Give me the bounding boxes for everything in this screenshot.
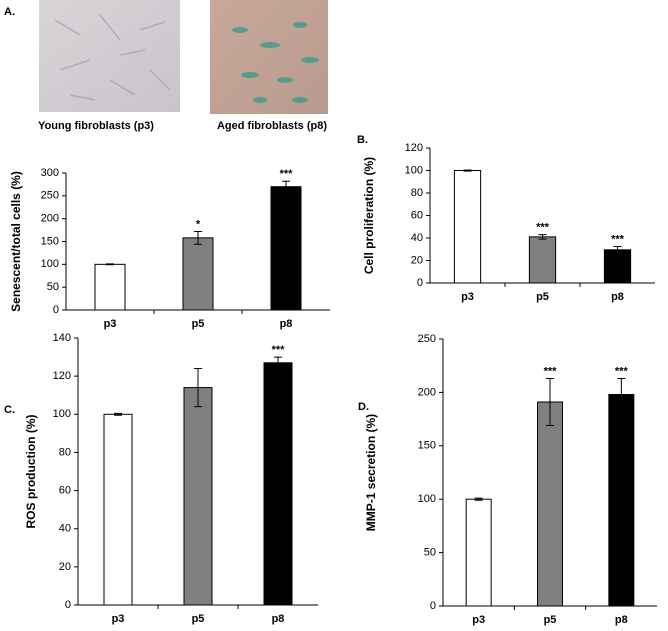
y-tick-label: 140	[53, 332, 71, 344]
y-tick-label: 100	[418, 493, 436, 505]
bar	[453, 170, 482, 284]
error-bar	[114, 412, 122, 416]
y-tick-label: 80	[411, 187, 423, 199]
y-tick-label: 60	[59, 484, 71, 496]
bar	[270, 186, 302, 311]
image-caption: Aged fibroblasts (p8)	[217, 120, 327, 132]
y-tick-label: 40	[59, 523, 71, 535]
y-tick-label: 50	[424, 547, 436, 559]
significance: ***	[544, 365, 558, 377]
y-tick-label: 150	[418, 440, 436, 452]
y-tick-label: 50	[47, 281, 59, 293]
panel-label: A.	[4, 6, 15, 18]
y-tick-label: 200	[418, 386, 436, 398]
significance: ***	[536, 222, 550, 234]
x-tick-label: p3	[472, 614, 485, 626]
y-tick-label: 100	[41, 258, 59, 270]
y-tick-label: 200	[41, 213, 59, 225]
x-tick-label: p3	[461, 291, 474, 303]
error-bar	[194, 230, 202, 245]
significance: ***	[611, 233, 625, 245]
y-tick-label: 40	[411, 232, 423, 244]
bar	[608, 394, 635, 607]
stained-cells	[232, 22, 319, 103]
x-tick-label: p5	[536, 291, 549, 303]
y-axis-label: Cell proliferation (%)	[362, 157, 376, 274]
error-bar	[546, 378, 554, 427]
y-axis-label: Senescent/total cells (%)	[9, 171, 23, 312]
significance: *	[196, 218, 201, 230]
y-tick-label: 150	[41, 235, 59, 247]
x-tick-label: p5	[192, 613, 205, 625]
error-bar	[463, 169, 472, 172]
error-bar	[538, 234, 547, 240]
significance: ***	[280, 168, 294, 180]
y-tick-label: 120	[53, 370, 71, 382]
y-tick-label: 100	[53, 408, 71, 420]
y-tick-label: 0	[430, 600, 436, 612]
bar	[263, 362, 293, 606]
y-tick-label: 100	[405, 164, 423, 176]
error-bar	[282, 180, 290, 193]
error-bar	[274, 356, 282, 370]
panel-label: B.	[357, 134, 368, 146]
bar	[182, 237, 214, 311]
y-axis-label: MMP-1 secretion (%)	[364, 414, 378, 531]
y-tick-label: 300	[41, 167, 59, 179]
x-tick-label: p8	[280, 318, 293, 330]
significance: ***	[272, 344, 286, 356]
image-caption: Young fibroblasts (p3)	[38, 120, 154, 132]
y-tick-label: 20	[59, 561, 71, 573]
error-bar	[106, 263, 114, 266]
x-tick-label: p8	[615, 614, 628, 626]
error-bar	[617, 378, 626, 412]
x-tick-label: p3	[104, 318, 117, 330]
bar	[537, 401, 563, 607]
x-tick-label: p8	[272, 613, 285, 625]
error-bar	[474, 497, 483, 501]
x-tick-label: p8	[611, 291, 624, 303]
bar	[603, 249, 632, 284]
y-tick-label: 60	[411, 209, 423, 221]
panel-label: D.	[358, 401, 369, 413]
bar	[528, 236, 557, 284]
bar	[465, 498, 492, 607]
y-tick-label: 80	[59, 446, 71, 458]
micrograph-aged	[210, 0, 328, 114]
y-tick-label: 120	[405, 142, 423, 154]
x-tick-label: p5	[192, 318, 205, 330]
y-tick-label: 20	[411, 254, 423, 266]
y-tick-label: 0	[417, 277, 423, 289]
y-tick-label: 0	[53, 304, 59, 316]
y-tick-label: 250	[41, 190, 59, 202]
micrograph-young	[39, 0, 180, 112]
panel-label: C.	[4, 404, 15, 416]
error-bar	[194, 368, 202, 408]
x-tick-label: p3	[112, 613, 125, 625]
cell-texture	[54, 14, 171, 101]
y-tick-label: 0	[65, 599, 71, 611]
bar	[183, 387, 213, 606]
bar	[94, 263, 126, 311]
error-bar	[613, 245, 622, 254]
significance: ***	[615, 365, 629, 377]
bar	[103, 413, 133, 606]
x-tick-label: p5	[544, 614, 557, 626]
y-tick-label: 250	[418, 333, 436, 345]
y-axis-label: ROS production (%)	[24, 415, 38, 529]
